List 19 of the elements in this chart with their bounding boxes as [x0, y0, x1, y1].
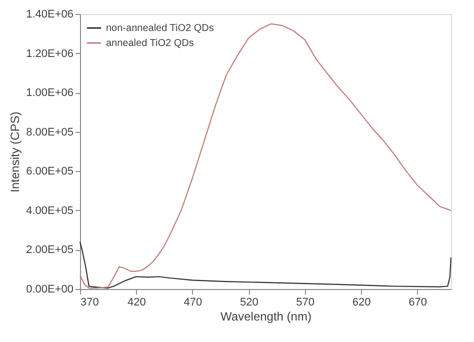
legend-label: non-annealed TiO2 QDs — [106, 23, 214, 34]
x-tick-label: 370 — [80, 296, 99, 308]
x-tick-label: 520 — [240, 296, 258, 308]
y-tick-label: 1.20E+06 — [26, 48, 74, 60]
x-tick-label: 570 — [296, 296, 315, 308]
x-tick-label: 670 — [408, 296, 427, 308]
y-tick-label: 2.00E+05 — [26, 244, 74, 256]
x-tick-label: 420 — [128, 296, 146, 308]
y-tick-label: 4.00E+05 — [26, 204, 74, 217]
legend-label: annealed TiO2 QDs — [106, 38, 194, 49]
x-tick-label: 620 — [352, 296, 371, 308]
x-tick-label: 470 — [184, 296, 202, 308]
y-axis-title: Intensity (CPS) — [8, 112, 22, 192]
y-tick-label: 1.40E+06 — [26, 8, 74, 20]
y-tick-label: 6.00E+05 — [26, 166, 74, 178]
x-axis-title: Wavelength (nm) — [220, 310, 312, 324]
y-tick-label: 1.00E+06 — [26, 87, 74, 100]
y-tick-label: 0.00E+00 — [26, 284, 74, 296]
y-tick-label: 8.00E+05 — [26, 126, 74, 138]
